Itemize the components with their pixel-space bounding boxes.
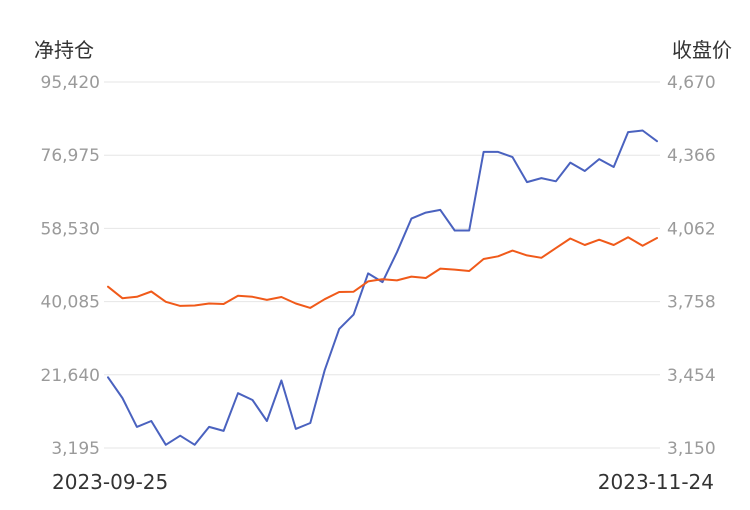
close-price-line xyxy=(107,236,658,309)
right-axis-title: 收盘价 xyxy=(672,38,732,62)
right-tick-label: 3,758 xyxy=(667,293,716,313)
net-position-line xyxy=(107,129,658,446)
right-tick-label: 4,670 xyxy=(667,73,716,93)
x-end-date-label: 2023-11-24 xyxy=(597,470,714,494)
x-start-date-label: 2023-09-25 xyxy=(52,470,169,494)
right-tick-label: 3,454 xyxy=(667,366,716,386)
left-tick-label: 21,640 xyxy=(41,366,100,386)
right-tick-label: 3,150 xyxy=(667,439,716,459)
left-tick-label: 40,085 xyxy=(41,293,100,313)
left-tick-label: 76,975 xyxy=(41,146,100,166)
right-axis-ticks: 4,670 4,366 4,062 3,758 3,454 3,150 xyxy=(667,73,716,459)
left-axis-title: 净持仓 xyxy=(34,38,94,62)
right-tick-label: 4,062 xyxy=(667,219,716,239)
grid xyxy=(104,81,660,449)
left-tick-label: 95,420 xyxy=(41,73,100,93)
series-lines xyxy=(107,129,658,446)
left-tick-label: 58,530 xyxy=(41,219,100,239)
left-tick-label: 3,195 xyxy=(51,439,100,459)
right-tick-label: 4,366 xyxy=(667,146,716,166)
left-axis-ticks: 95,420 76,975 58,530 40,085 21,640 3,195 xyxy=(41,73,100,459)
